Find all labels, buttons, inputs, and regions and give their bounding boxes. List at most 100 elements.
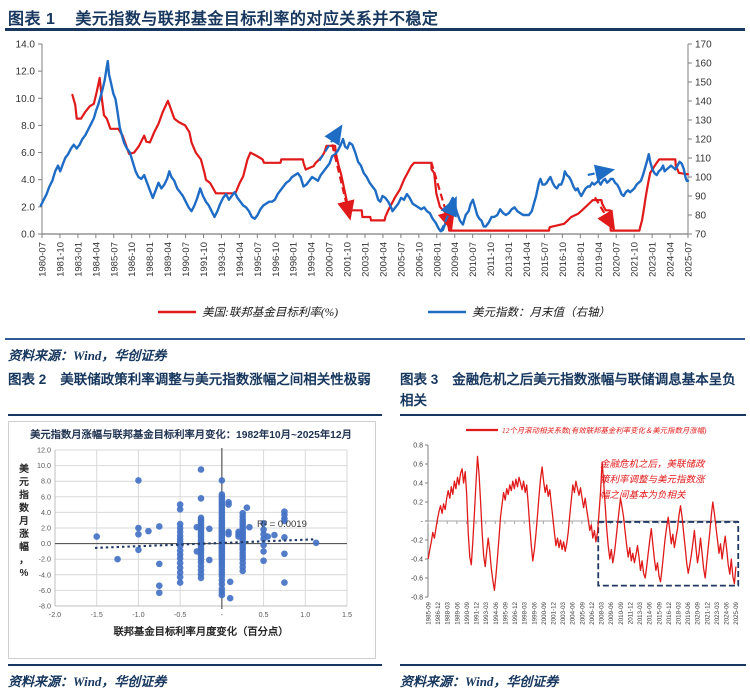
svg-text:2000-09: 2000-09: [541, 601, 548, 624]
svg-text:-4.0: -4.0: [39, 570, 51, 579]
svg-text:150: 150: [695, 78, 712, 89]
svg-text:10.0: 10.0: [16, 94, 36, 105]
svg-text:1.0: 1.0: [300, 610, 310, 619]
svg-text:2020-09: 2020-09: [695, 601, 702, 624]
svg-text:2013-01: 2013-01: [504, 242, 515, 277]
svg-text:0.4: 0.4: [413, 481, 423, 488]
figure3-title-rule: [400, 414, 746, 416]
source-note-2: 资料来源：Wind，华创证券: [8, 674, 167, 689]
svg-text:美元指数月涨幅，%: 美元指数月涨幅，%: [18, 462, 29, 579]
svg-text:美国:联邦基金目标利率(%): 美国:联邦基金目标利率(%): [202, 306, 338, 319]
svg-text:1998-01: 1998-01: [289, 242, 300, 277]
svg-text:2004-04: 2004-04: [378, 242, 389, 277]
svg-text:1999-04: 1999-04: [307, 242, 318, 277]
svg-text:2001-10: 2001-10: [343, 242, 354, 277]
svg-text:14.0: 14.0: [16, 40, 36, 51]
svg-text:1981-10: 1981-10: [55, 242, 66, 277]
svg-text:1990-07: 1990-07: [181, 242, 192, 277]
chart2-container: 美元指数月涨幅与联邦基金目标利率月变化：1982年10月~2025年12月 12.…: [8, 421, 382, 659]
svg-text:R² = 0.0019: R² = 0.0019: [257, 519, 307, 530]
svg-text:1996-10: 1996-10: [271, 242, 282, 277]
chart1-bottom-rule: [5, 338, 745, 340]
svg-text:0.5: 0.5: [259, 610, 269, 619]
svg-text:2010-09: 2010-09: [618, 601, 625, 624]
chart3-container: 12个月滚动相关系数(有效联邦基金利率变化＆美元指数月涨幅) 0.8 0.6 0.4 0…: [400, 421, 746, 659]
svg-text:1993-03: 1993-03: [483, 601, 490, 624]
svg-text:160: 160: [695, 59, 712, 70]
svg-text:1983-01: 1983-01: [73, 242, 84, 277]
svg-text:4.0: 4.0: [21, 175, 35, 186]
svg-text:80: 80: [695, 211, 707, 222]
svg-text:1984-04: 1984-04: [91, 242, 102, 277]
svg-text:90: 90: [695, 192, 707, 203]
svg-text:联邦基金目标利率月度变化（百分点）: 联邦基金目标利率月度变化（百分点）: [113, 625, 288, 638]
svg-text:2004-06: 2004-06: [570, 601, 577, 624]
svg-text:2011-12: 2011-12: [627, 601, 634, 624]
svg-text:4.0: 4.0: [41, 508, 51, 517]
svg-text:2015-09: 2015-09: [656, 601, 663, 624]
svg-text:-2.0: -2.0: [39, 555, 51, 564]
svg-text:1991-12: 1991-12: [474, 601, 481, 624]
svg-text:1988-03: 1988-03: [445, 601, 452, 624]
svg-text:1986-12: 1986-12: [435, 601, 442, 624]
svg-text:1995-07: 1995-07: [253, 242, 264, 277]
figure2-column: 图表 2 美联储政策利率调整与美元指数涨幅之间相关性极弱 美元指数月涨幅与联邦基金…: [8, 370, 382, 690]
svg-text:2018-01: 2018-01: [576, 242, 587, 277]
svg-text:2020-07: 2020-07: [612, 242, 623, 277]
svg-text:2019-04: 2019-04: [594, 242, 605, 277]
svg-text:130: 130: [695, 116, 712, 127]
svg-text:策利率调整与美元指数涨: 策利率调整与美元指数涨: [600, 474, 706, 486]
figure1-header: 图表 1 美元指数与联邦基金目标利率的对应关系并不稳定: [8, 5, 438, 29]
svg-text:2003-03: 2003-03: [560, 601, 567, 624]
source-note-1: 资料来源：Wind，华创证券: [8, 348, 167, 363]
svg-text:-8.0: -8.0: [39, 602, 51, 611]
svg-text:-0.2: -0.2: [411, 538, 423, 545]
svg-text:1993-01: 1993-01: [217, 242, 228, 277]
svg-text:2001-12: 2001-12: [551, 601, 558, 624]
svg-text:2014-06: 2014-06: [647, 601, 654, 624]
figure3-column: 图表 3 金融危机之后美元指数涨幅与联储调息基本呈负相关 12个月滚动相关系数(有…: [400, 370, 746, 690]
svg-text:170: 170: [695, 40, 712, 51]
svg-text:-: -: [221, 610, 224, 619]
svg-text:0.6: 0.6: [413, 462, 423, 469]
svg-text:2016-12: 2016-12: [666, 601, 673, 624]
svg-text:70: 70: [695, 230, 707, 241]
svg-text:-0.4: -0.4: [411, 557, 423, 564]
chart2-scatter-plot: 美元指数月涨幅与联邦基金目标利率月变化：1982年10月~2025年12月 12.…: [18, 428, 352, 638]
svg-text:1991-10: 1991-10: [199, 242, 210, 277]
svg-text:2009-06: 2009-06: [608, 601, 615, 624]
svg-text:2013-03: 2013-03: [637, 601, 644, 624]
svg-text:1988-01: 1988-01: [145, 242, 156, 277]
svg-text:140: 140: [695, 97, 712, 108]
svg-text:金融危机之后，美联储政: 金融危机之后，美联储政: [600, 458, 706, 470]
svg-text:-0.5: -0.5: [174, 610, 186, 619]
figure1-label: 图表 1: [8, 11, 56, 28]
svg-text:0.2: 0.2: [413, 500, 423, 507]
svg-text:2.0: 2.0: [21, 202, 35, 213]
svg-text:1985-09: 1985-09: [426, 601, 433, 624]
svg-text:12.0: 12.0: [16, 67, 36, 78]
svg-text:2006-10: 2006-10: [414, 242, 425, 277]
figure3-title: 金融危机之后美元指数涨幅与联储调息基本呈负相关: [400, 372, 736, 408]
svg-text:2019-06: 2019-06: [685, 601, 692, 624]
figure2-label: 图表 2: [8, 372, 47, 387]
figure3-bottom-rule: [400, 664, 746, 666]
svg-text:2021-10: 2021-10: [630, 242, 641, 277]
svg-text:1990-09: 1990-09: [464, 601, 471, 624]
svg-text:2010-07: 2010-07: [468, 242, 479, 277]
figure1-title-rule: [5, 28, 745, 31]
svg-text:2.0: 2.0: [41, 524, 51, 533]
svg-text:2011-10: 2011-10: [486, 242, 497, 276]
svg-text:0.0: 0.0: [21, 230, 35, 241]
svg-text:-0.6: -0.6: [411, 576, 423, 583]
chart1-dual-axis-line-chart: 0.0 2.0 4.0 6.0 8.0 10.0 12.0 14.0 70 80 90 100 110 1…: [16, 40, 713, 320]
svg-text:2024-04: 2024-04: [666, 242, 677, 277]
svg-text:2016-10: 2016-10: [558, 242, 569, 277]
svg-text:2018-03: 2018-03: [676, 601, 683, 624]
svg-text:8.0: 8.0: [41, 477, 51, 486]
svg-text:1986-10: 1986-10: [127, 242, 138, 277]
svg-text:1998-03: 1998-03: [522, 601, 529, 624]
svg-text:2005-07: 2005-07: [396, 242, 407, 277]
svg-text:-1.5: -1.5: [91, 610, 103, 619]
svg-text:12个月滚动相关系数(有效联邦基金利率变化＆美元指数月涨幅): 12个月滚动相关系数(有效联邦基金利率变化＆美元指数月涨幅): [502, 426, 707, 435]
